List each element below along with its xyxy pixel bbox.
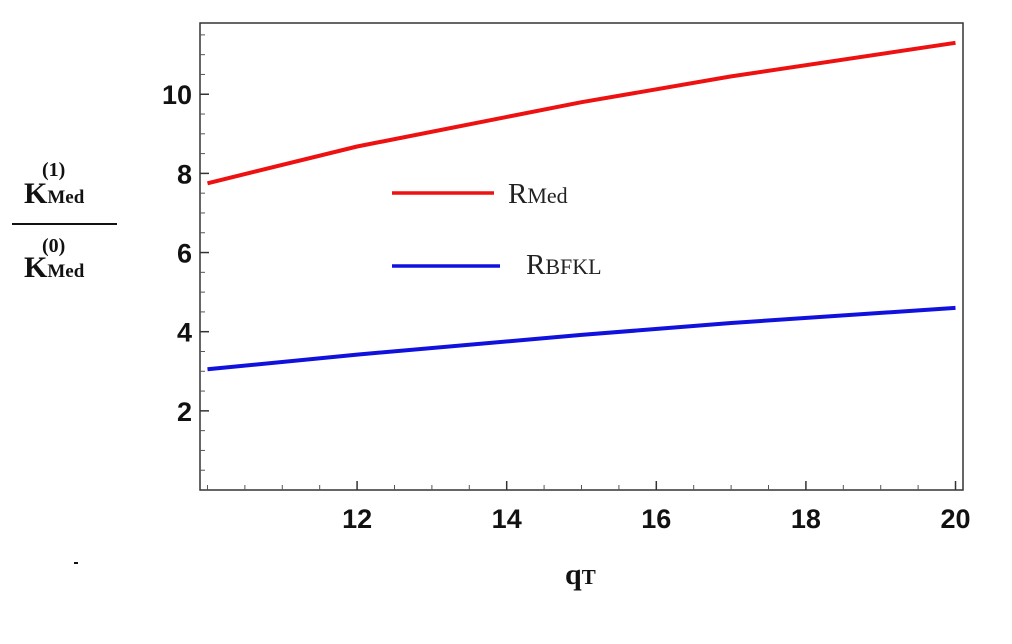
x-tick-label: 16 (641, 504, 671, 534)
y-minor-ticks (200, 34, 205, 471)
y-axis-label: (1) KMed (0) KMed (12, 159, 117, 284)
legend-label-rmed: RMed (508, 178, 568, 210)
x-minor-ticks (206, 485, 919, 490)
y-label-numerator-sup: (1) (42, 159, 65, 181)
y-tick-label: 10 (162, 80, 192, 110)
stray-mark (74, 562, 78, 564)
y-tick-label: 4 (177, 318, 192, 348)
y-label-denominator-sup: (0) (42, 235, 65, 257)
series-lines (207, 40, 956, 372)
legend-label-rbfkl: RBFKL (526, 249, 602, 281)
y-axis-ticks: 2 4 6 8 10 (162, 80, 209, 427)
x-axis-label: qT (565, 558, 596, 591)
x-axis-ticks: 12 14 16 18 20 (342, 481, 971, 534)
y-label-numerator: KMed (24, 177, 85, 210)
y-label-denominator: KMed (24, 251, 85, 284)
y-tick-label: 2 (177, 397, 192, 427)
x-tick-label: 18 (791, 504, 821, 534)
x-tick-label: 20 (940, 504, 970, 534)
y-tick-label: 6 (177, 239, 192, 269)
series-line-med (207, 40, 956, 186)
legend: RMed RBFKL (392, 178, 602, 281)
x-tick-label: 12 (342, 504, 372, 534)
y-tick-label: 8 (177, 159, 192, 189)
series-line-bfkl (207, 305, 956, 372)
x-tick-label: 14 (492, 504, 522, 534)
